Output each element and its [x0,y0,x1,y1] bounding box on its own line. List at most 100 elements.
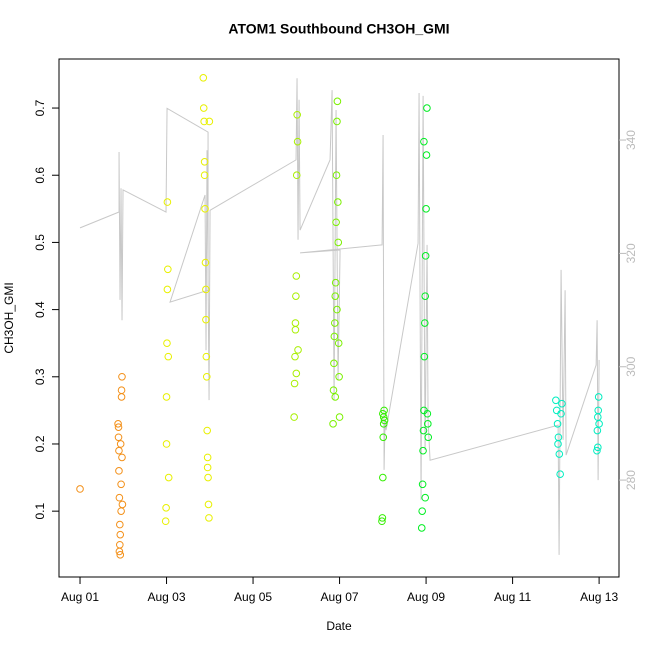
point [380,406,388,415]
point [200,117,208,126]
point [164,352,173,361]
x-tick-label: Aug 07 [321,590,359,604]
point [330,332,339,341]
x-tick-label: Aug 13 [580,590,618,604]
point [203,463,212,472]
point [116,530,125,539]
point [115,547,124,556]
point [331,393,340,401]
point [421,493,430,502]
point [331,319,339,327]
point [204,473,212,482]
point [331,278,340,287]
point [164,473,173,482]
point [291,352,299,361]
point [292,171,301,180]
point [421,252,430,260]
point [419,446,427,455]
point [163,339,171,347]
point [329,386,338,395]
y-tick-label: 0.1 [33,502,47,519]
point [380,416,389,425]
point [423,409,432,418]
point [334,198,342,206]
point [118,372,126,381]
y-axis-label: CH3OH_GMI [2,282,16,353]
point [334,339,343,347]
point [557,409,565,418]
point [205,117,214,126]
point [379,473,387,482]
point [117,480,125,489]
point [292,292,300,300]
point [334,238,343,247]
x-tick-label: Aug 09 [407,590,445,604]
point [421,292,430,300]
y-tick-label: 0.5 [33,234,47,251]
point [117,393,126,401]
point [595,420,603,428]
point [118,453,126,462]
point [200,157,209,166]
point [556,470,564,479]
point [420,352,429,361]
point [118,500,127,509]
point [293,137,302,146]
point [593,426,602,435]
point [552,396,560,405]
point [378,517,386,526]
point [378,514,387,522]
point [116,520,124,529]
point [553,420,562,428]
y2-tick-label: 300 [624,356,638,376]
point [420,137,428,146]
point [294,346,302,354]
point [164,265,172,274]
point [199,104,208,112]
point [594,406,603,415]
point [293,110,301,119]
x-tick-label: Aug 03 [148,590,186,604]
point [555,450,564,458]
point [418,507,426,515]
plot-frame [58,58,620,578]
point [558,399,566,408]
x-axis-label: Date [326,619,352,633]
point [116,540,124,549]
point [554,440,562,448]
point [161,517,170,526]
point [202,285,210,294]
point [292,272,301,280]
point [116,440,125,448]
point [418,480,427,489]
point [333,97,342,106]
point [202,372,211,381]
point [335,413,344,421]
x-tick-label: Aug 11 [494,590,531,604]
point [331,292,340,300]
point [200,171,209,180]
point [115,493,124,502]
y2-tick-label: 280 [624,470,638,490]
line [79,78,600,555]
x-tick-label: Aug 05 [234,590,272,604]
point [379,409,387,418]
point [290,379,299,388]
point [115,446,123,455]
point [291,325,300,334]
x-tick-label: Aug 01 [61,590,99,604]
y-tick-label: 0.4 [33,301,47,318]
point [379,420,388,428]
chart-title: ATOM1 Southbound CH3OH_GMI [228,21,449,37]
point [424,433,433,442]
y-tick-label: 0.2 [33,435,47,452]
point [329,420,337,428]
point [292,369,301,378]
y-tick-label: 0.7 [33,99,47,116]
point [114,423,123,431]
point [379,433,388,442]
point [203,453,212,462]
y-tick-label: 0.3 [33,368,47,385]
